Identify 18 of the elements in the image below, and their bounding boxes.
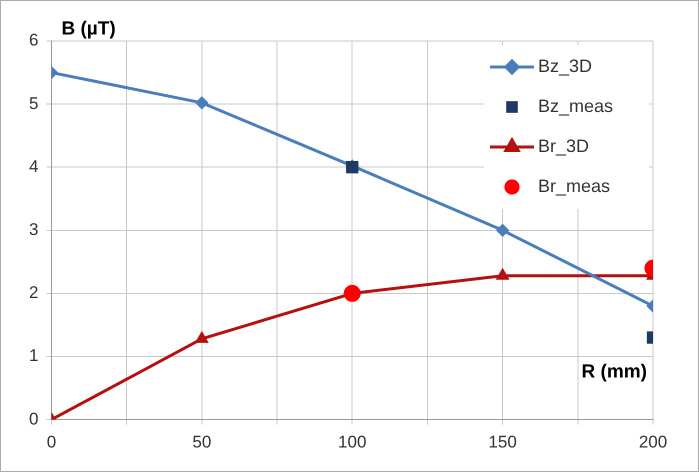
x-tick-label: 100 xyxy=(338,432,366,452)
x-axis-title: R (mm) xyxy=(582,361,647,382)
legend-label: Br_meas xyxy=(538,176,610,196)
legend-label: Br_3D xyxy=(538,136,590,156)
y-tick-label: 2 xyxy=(28,283,38,302)
legend-label: Bz_3D xyxy=(538,56,592,76)
y-tick-label: 5 xyxy=(28,94,38,113)
y-tick-label: 4 xyxy=(28,156,38,176)
y-axis-title: B (µT) xyxy=(61,18,116,40)
x-tick-label: 0 xyxy=(46,432,56,452)
x-tick-label: 200 xyxy=(638,432,668,452)
x-tick-label: 150 xyxy=(488,432,517,452)
y-tick-label: 3 xyxy=(28,220,38,239)
y-tick-label: 1 xyxy=(28,346,38,366)
y-tick-label: 0 xyxy=(28,409,38,428)
y-tick-label: 6 xyxy=(28,30,38,50)
legend-label: Bz_meas xyxy=(538,96,614,116)
x-tick-label: 50 xyxy=(192,432,212,452)
